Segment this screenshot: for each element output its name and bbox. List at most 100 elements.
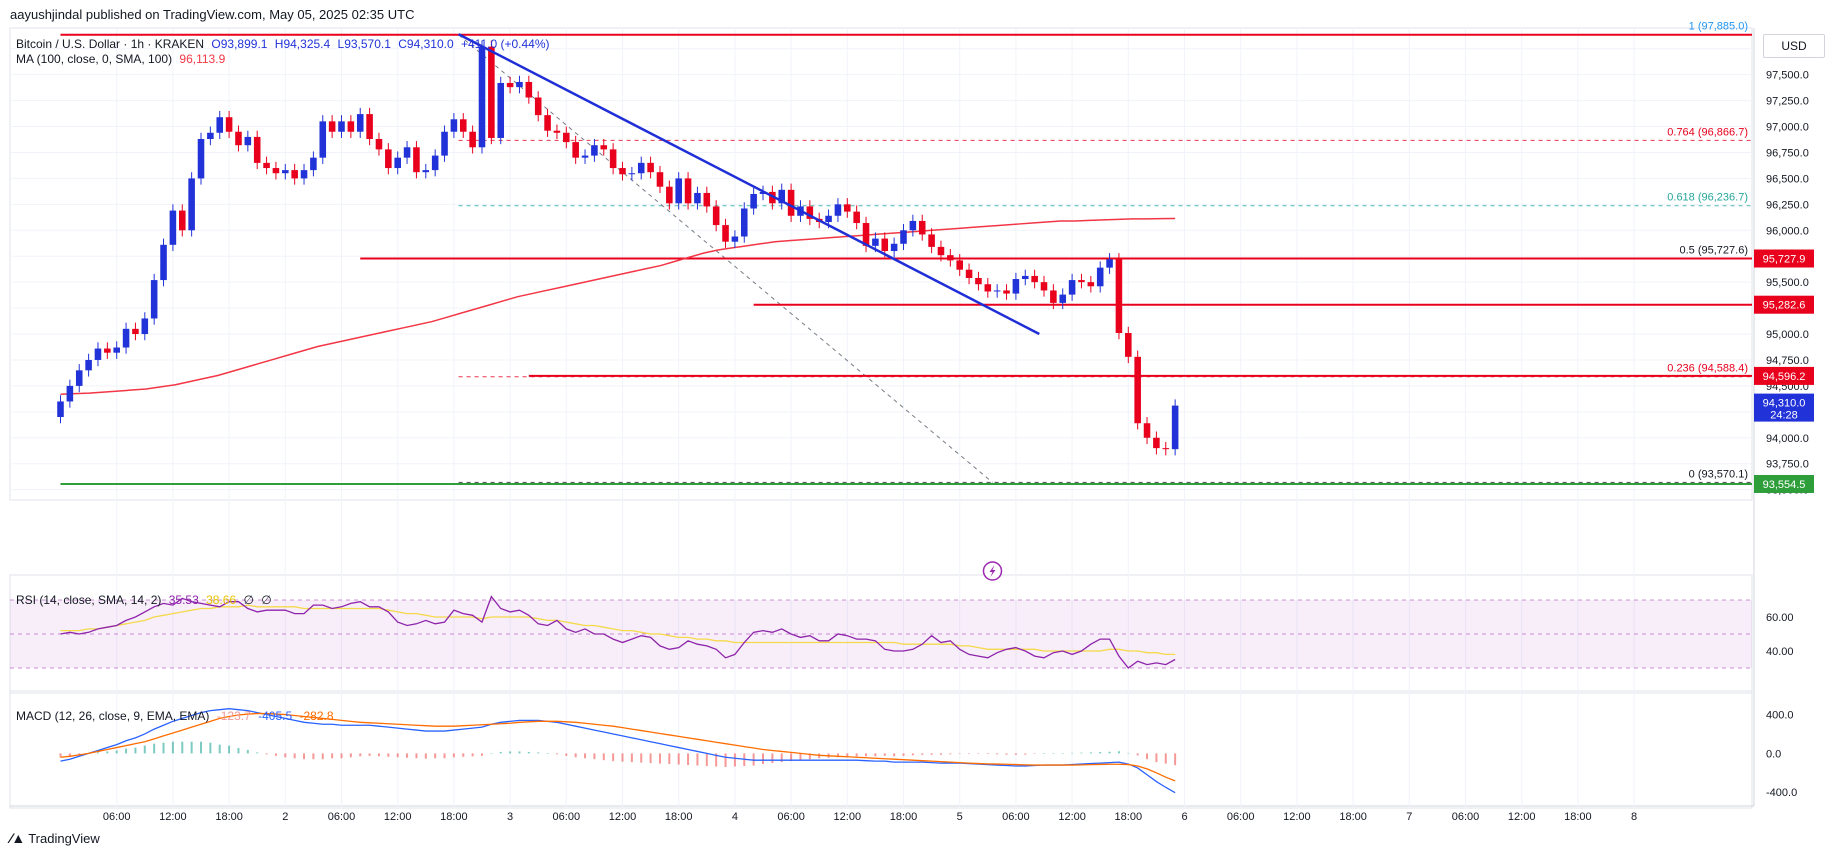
rsi-label[interactable]: RSI (14, close, SMA, 14, 2) bbox=[16, 593, 162, 607]
macd-value: -405.5 bbox=[258, 709, 293, 723]
candle bbox=[722, 218, 729, 248]
candle-body bbox=[862, 223, 870, 246]
candle-body bbox=[188, 178, 195, 231]
macd-hist-bar bbox=[237, 748, 240, 754]
time-tick-label: 12:00 bbox=[609, 811, 637, 823]
candle-body bbox=[394, 157, 401, 169]
macd-hist-bar bbox=[771, 753, 774, 764]
macd-hist-bar bbox=[696, 753, 699, 766]
candle bbox=[619, 161, 626, 181]
macd-hist-bar bbox=[274, 753, 277, 756]
macd-hist-bar bbox=[387, 753, 390, 757]
candle-body bbox=[225, 117, 233, 132]
candle bbox=[572, 135, 579, 164]
candle bbox=[984, 278, 992, 298]
candle-body bbox=[563, 132, 570, 143]
candle bbox=[431, 149, 439, 177]
macd-hist-bar bbox=[865, 753, 868, 757]
candle-body bbox=[947, 255, 954, 261]
macd-hist-bar bbox=[481, 753, 483, 756]
candle bbox=[122, 322, 130, 354]
ohlc-low: L93,570.1 bbox=[337, 37, 391, 51]
macd-hist-bar bbox=[125, 748, 128, 754]
macd-hist-bar bbox=[930, 753, 933, 755]
candle bbox=[244, 130, 252, 152]
candle-body bbox=[890, 243, 898, 252]
candle bbox=[609, 143, 617, 175]
candle bbox=[328, 115, 336, 138]
candle bbox=[553, 124, 561, 139]
candle-body bbox=[338, 121, 345, 132]
candle bbox=[563, 126, 570, 149]
candle bbox=[544, 108, 551, 137]
macd-hist-bar bbox=[406, 753, 409, 758]
candle bbox=[1134, 350, 1141, 430]
candle-body bbox=[141, 318, 149, 335]
candle bbox=[104, 342, 111, 359]
candle bbox=[1162, 441, 1170, 456]
ma-label[interactable]: MA (100, close, 0, SMA, 100) bbox=[16, 52, 173, 66]
ohlc-change: +411.0 (+0.44%) bbox=[461, 37, 550, 51]
macd-hist-bar bbox=[733, 753, 736, 767]
time-tick-label: 8 bbox=[1631, 811, 1637, 823]
macd-hist-bar bbox=[640, 753, 643, 763]
candle-body bbox=[122, 328, 130, 348]
candle-body bbox=[572, 142, 579, 158]
candle-body bbox=[1003, 290, 1010, 294]
macd-hist-bar bbox=[986, 753, 989, 755]
candle-body bbox=[1012, 279, 1020, 294]
macd-hist-bar bbox=[293, 753, 296, 759]
macd-hist-bar bbox=[996, 753, 999, 755]
candle-body bbox=[169, 210, 177, 245]
macd-hist-bar bbox=[1164, 753, 1167, 764]
candle-body bbox=[506, 82, 514, 88]
macd-hist-bar bbox=[874, 753, 877, 757]
candle bbox=[403, 141, 411, 164]
brand-name: TradingView bbox=[28, 830, 100, 846]
candle bbox=[731, 230, 739, 248]
candle-body bbox=[675, 178, 682, 204]
macd-hist-bar bbox=[574, 753, 577, 758]
candle bbox=[85, 353, 92, 377]
candle bbox=[918, 214, 926, 241]
candle bbox=[694, 186, 701, 210]
candle-body bbox=[85, 359, 92, 371]
macd-tick-label: 0.0 bbox=[1766, 748, 1781, 760]
candle-body bbox=[628, 173, 636, 175]
candle-body bbox=[1078, 280, 1085, 283]
candle-body bbox=[478, 46, 486, 148]
macd-hist-bar bbox=[1108, 751, 1111, 754]
rsi-tick-label: 40.00 bbox=[1766, 646, 1794, 658]
candle bbox=[581, 149, 589, 164]
candle bbox=[169, 204, 177, 252]
candle-body bbox=[497, 82, 505, 138]
time-tick-label: 18:00 bbox=[1339, 811, 1367, 823]
candle-body bbox=[244, 136, 252, 146]
symbol-name[interactable]: Bitcoin / U.S. Dollar · 1h · KRAKEN bbox=[16, 37, 205, 51]
time-tick-label: 18:00 bbox=[890, 811, 918, 823]
time-tick-label: 12:00 bbox=[384, 811, 412, 823]
candle bbox=[310, 151, 317, 177]
candle bbox=[488, 40, 495, 145]
macd-hist-bar bbox=[799, 753, 802, 761]
price-tick-label: 97,250.0 bbox=[1766, 96, 1809, 108]
macd-label[interactable]: MACD (12, 26, close, 9, EMA, EMA) bbox=[16, 709, 210, 723]
macd-hist-bar bbox=[958, 753, 961, 754]
candle bbox=[684, 172, 692, 210]
candle bbox=[207, 126, 214, 146]
macd-hist-bar bbox=[265, 753, 268, 755]
macd-hist-bar bbox=[1127, 752, 1130, 754]
macd-hist-bar bbox=[284, 753, 287, 758]
tradingview-logo[interactable]: ⁄▲ TradingView bbox=[10, 830, 100, 846]
candle bbox=[1068, 273, 1076, 301]
candle-body bbox=[160, 244, 167, 281]
time-tick-label: 06:00 bbox=[777, 811, 805, 823]
ohlc-close: C94,310.0 bbox=[398, 37, 454, 51]
macd-hist-bar bbox=[518, 751, 521, 754]
ma-legend: MA (100, close, 0, SMA, 100) 96,113.9 bbox=[16, 52, 229, 66]
candle bbox=[75, 364, 83, 393]
macd-signal-value: -282.8 bbox=[299, 709, 334, 723]
macd-hist-bar bbox=[1174, 753, 1177, 766]
currency-button[interactable]: USD bbox=[1763, 34, 1825, 58]
